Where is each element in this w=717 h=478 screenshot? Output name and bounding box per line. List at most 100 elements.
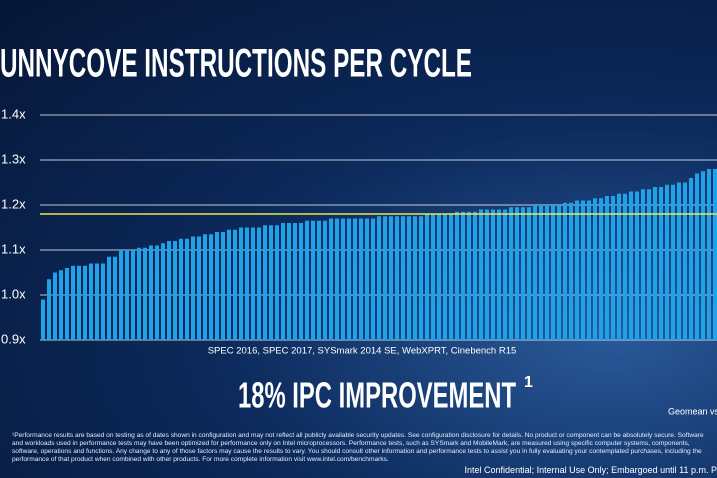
bar [467,211,471,340]
bar [473,211,477,340]
bar [185,238,189,340]
bar [701,171,705,340]
bar [179,238,183,340]
bar [275,225,279,340]
bar [593,198,597,340]
bar [221,232,225,340]
bar [209,234,213,340]
bar [245,227,249,340]
bar [545,205,549,340]
bar [143,247,147,340]
chart-title: UNNYCOVE INSTRUCTIONS PER CYCLE [0,42,472,86]
bar [317,220,321,340]
bar [437,214,441,340]
bar [47,279,51,340]
confidential-note: Intel Confidential; Internal Use Only; E… [464,465,717,475]
bar [287,223,291,340]
bar [125,250,129,340]
bar [239,227,243,340]
bar [263,225,267,340]
bar [83,265,87,340]
bar [215,232,219,340]
bar [641,189,645,340]
bar [647,189,651,340]
bar [77,265,81,340]
bar [425,214,429,340]
bar [461,211,465,340]
bar [599,198,603,340]
bar [521,207,525,340]
bar [611,196,615,340]
bar [539,205,543,340]
bar [311,220,315,340]
y-tick-label: 1.0x [1,286,26,301]
bar [683,182,687,340]
bar [113,256,117,340]
bar [413,216,417,340]
bar [665,184,669,340]
bar [53,272,57,340]
bar [617,193,621,340]
bar [557,205,561,340]
bar [509,207,513,340]
bar [95,263,99,340]
bar [281,223,285,340]
bar [689,178,693,340]
bar [257,227,261,340]
bar [341,218,345,340]
x-axis-label: SPEC 2016, SPEC 2017, SYSmark 2014 SE, W… [208,346,517,357]
bar [407,216,411,340]
bar [101,263,105,340]
bar [515,207,519,340]
bar [635,191,639,340]
bar [401,216,405,340]
y-tick-label: 1.3x [1,151,26,166]
bar [167,241,171,340]
y-tick-label: 1.4x [1,106,26,121]
bar [533,205,537,340]
bar [497,209,501,340]
bar [191,236,195,340]
bar [149,245,153,340]
y-tick-label: 1.1x [1,241,26,256]
bar [581,200,585,340]
bar [371,218,375,340]
bar [623,193,627,340]
bar [269,225,273,340]
bar [299,223,303,340]
bar [41,299,45,340]
bar [359,218,363,340]
bar [173,241,177,340]
bar [653,187,657,340]
bar [563,202,567,340]
bar [347,218,351,340]
bar [449,214,453,340]
bar [155,245,159,340]
bar [305,220,309,340]
bar [503,209,507,340]
bar [353,218,357,340]
bar [443,214,447,340]
y-tick-label: 1.2x [1,196,26,211]
bar [251,227,255,340]
headline-note: 1 [524,374,533,391]
bar [323,220,327,340]
bar [527,207,531,340]
bar [161,243,165,340]
bar [119,250,123,340]
bar [65,268,69,340]
bar [575,200,579,340]
bar [659,187,663,340]
bar [485,209,489,340]
bar [335,218,339,340]
bar [227,229,231,340]
bar [203,234,207,340]
bar [59,270,63,340]
bar [629,191,633,340]
bar [395,216,399,340]
bar [137,247,141,340]
bar [365,218,369,340]
bar [551,205,555,340]
